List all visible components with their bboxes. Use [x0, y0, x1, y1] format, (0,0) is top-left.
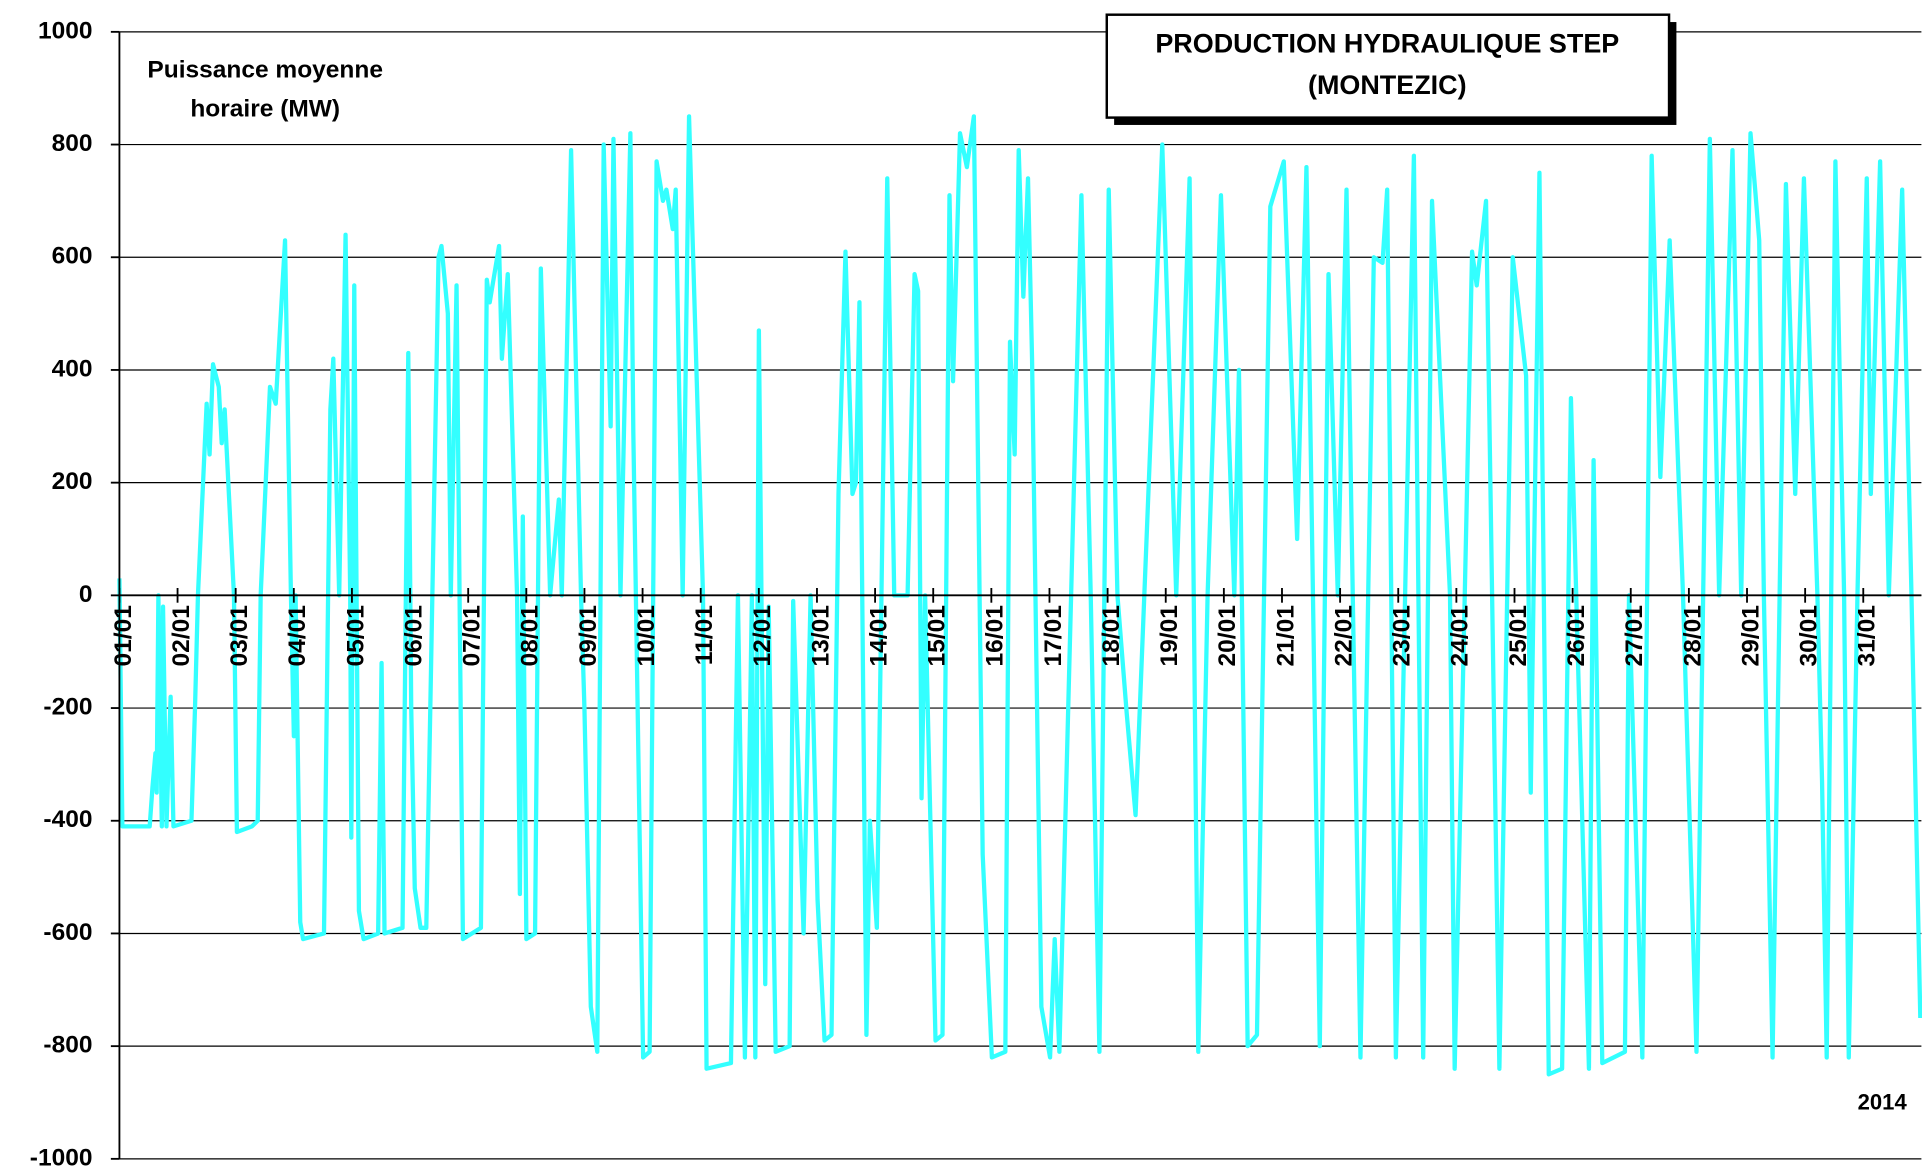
x-tick-label: 15/01	[924, 605, 951, 666]
x-tick-label: 19/01	[1156, 605, 1183, 666]
x-tick-label: 02/01	[168, 605, 195, 666]
axes: -1000 -800 -600 -400 -200 0 200 400 600 800 1000 01…	[30, 17, 1922, 1171]
x-tick-label: 08/01	[517, 605, 544, 666]
y-tick-label: 1000	[38, 17, 93, 44]
annotation: 2014	[1858, 1090, 1908, 1115]
data-line	[117, 114, 1922, 1077]
x-tick-label: 28/01	[1679, 605, 1706, 666]
y-axis-label: Puissance moyenne	[147, 57, 383, 84]
x-tick-label: 27/01	[1621, 605, 1648, 666]
x-tick-label: 16/01	[982, 605, 1009, 666]
x-tick-label: 14/01	[865, 605, 892, 666]
x-tick-label: 11/01	[691, 605, 718, 665]
x-tick-label: 10/01	[633, 605, 660, 666]
x-tick-label: 03/01	[226, 605, 253, 666]
x-tick-label: 09/01	[575, 605, 602, 666]
chart-title: PRODUCTION HYDRAULIQUE STEP	[1155, 28, 1619, 58]
x-tick-label: 20/01	[1214, 605, 1241, 666]
x-tick-label: 06/01	[400, 605, 427, 666]
y-tick-label: 800	[52, 130, 93, 157]
x-tick-label: 25/01	[1505, 605, 1532, 666]
x-tick-label: 12/01	[749, 605, 776, 666]
x-tick-label: 04/01	[284, 605, 311, 666]
y-axis-label: horaire (MW)	[190, 96, 340, 123]
x-tick-label: 22/01	[1330, 605, 1357, 666]
series	[117, 114, 1922, 1077]
x-tick-label: 30/01	[1796, 605, 1823, 666]
y-tick-label: 200	[52, 468, 93, 495]
x-tick-label: 26/01	[1563, 605, 1590, 666]
x-tick-label: 01/01	[110, 605, 137, 666]
y-tick-label: 400	[52, 355, 93, 382]
x-tick-label: 24/01	[1447, 605, 1474, 666]
x-tick-label: 07/01	[459, 605, 486, 666]
x-tick-label: 21/01	[1272, 605, 1299, 666]
y-tick-label: 0	[79, 581, 93, 608]
y-tick-label: -600	[43, 919, 92, 946]
x-tick-label: 29/01	[1737, 605, 1764, 666]
x-tick-label: 13/01	[807, 605, 834, 666]
x-tick-label: 18/01	[1098, 605, 1125, 666]
title-box	[1105, 13, 1671, 119]
y-tick-label: -800	[43, 1032, 92, 1059]
y-tick-label: -200	[43, 694, 92, 721]
x-tick-label: 31/01	[1854, 605, 1881, 666]
y-tick-label: -1000	[30, 1144, 93, 1171]
x-tick-label: 17/01	[1040, 605, 1067, 666]
y-tick-label: 600	[52, 243, 93, 270]
x-tick-label: 05/01	[342, 605, 369, 666]
y-tick-label: -400	[43, 806, 92, 833]
x-tick-label: 23/01	[1389, 605, 1416, 666]
chart-title: (MONTEZIC)	[1308, 70, 1467, 100]
